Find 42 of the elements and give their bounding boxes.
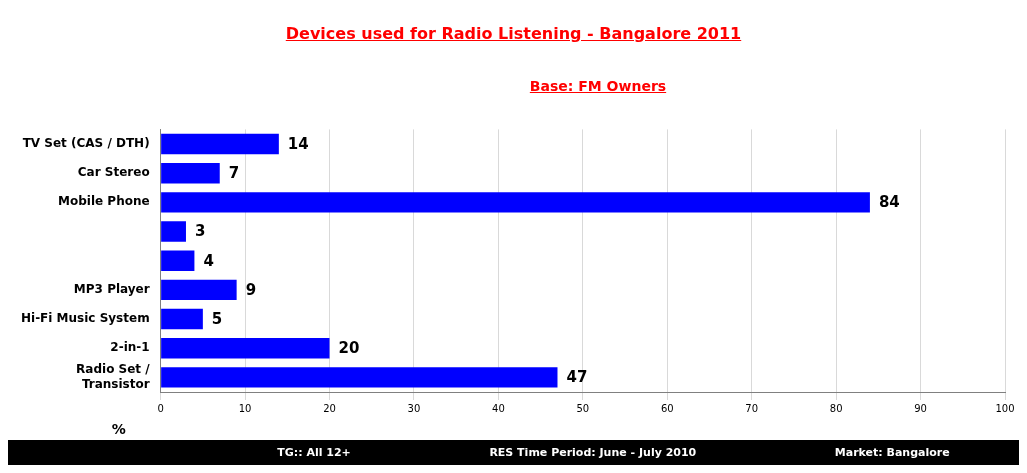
y-tick-label: 2-in-1 [110, 340, 150, 355]
y-tick-label: Radio Set / Transistor [76, 362, 151, 391]
y-tick-label: Car Stereo [77, 165, 150, 180]
x-tick-label: 70 [745, 402, 759, 414]
y-tick-label: MP3 Player [73, 282, 150, 296]
bar [161, 133, 279, 155]
y-tick-label: Hi-Fi Music System [20, 311, 150, 326]
x-tick-label: 90 [914, 402, 927, 414]
text: TG:: All 12+ [277, 446, 351, 459]
text: Market: Bangalore [834, 446, 950, 459]
x-tick-label: 100 [995, 402, 1015, 414]
data-label: 4 [203, 251, 214, 270]
x-tick-label: 80 [829, 402, 843, 414]
bar [161, 250, 195, 271]
bar [161, 308, 203, 330]
data-label: 47 [566, 368, 588, 387]
chart-title: Devices used for Radio Listening - Bangalore 2011 [284, 24, 743, 43]
data-label: 20 [338, 339, 360, 358]
bar [161, 221, 186, 242]
x-tick-label: 20 [323, 402, 336, 414]
text: RES Time Period: June - July 2010 [489, 446, 697, 459]
x-tick-label: 50 [576, 402, 590, 414]
x-tick-label: 30 [407, 402, 421, 414]
data-label: 7 [228, 164, 240, 183]
data-label: 9 [245, 280, 257, 299]
x-tick-label: 60 [660, 402, 674, 414]
bar [161, 192, 870, 213]
bar [161, 367, 558, 388]
bar [161, 162, 220, 184]
bar [161, 338, 330, 359]
x-tick-label: 10 [238, 402, 252, 414]
y-tick-label: TV Set (CAS / DTH) [22, 136, 150, 151]
bar [161, 279, 237, 301]
x-tick-label: 40 [492, 402, 505, 414]
x-tick-label: 0 [157, 402, 164, 414]
data-label: 3 [194, 222, 206, 241]
data-label: 5 [211, 309, 223, 328]
y-tick-label: Mobile Phone [58, 194, 150, 209]
chart-subtitle: Base: FM Owners [528, 78, 668, 94]
x-axis-title: % [111, 420, 126, 437]
data-label: 14 [287, 134, 309, 153]
data-label: 84 [878, 193, 900, 212]
